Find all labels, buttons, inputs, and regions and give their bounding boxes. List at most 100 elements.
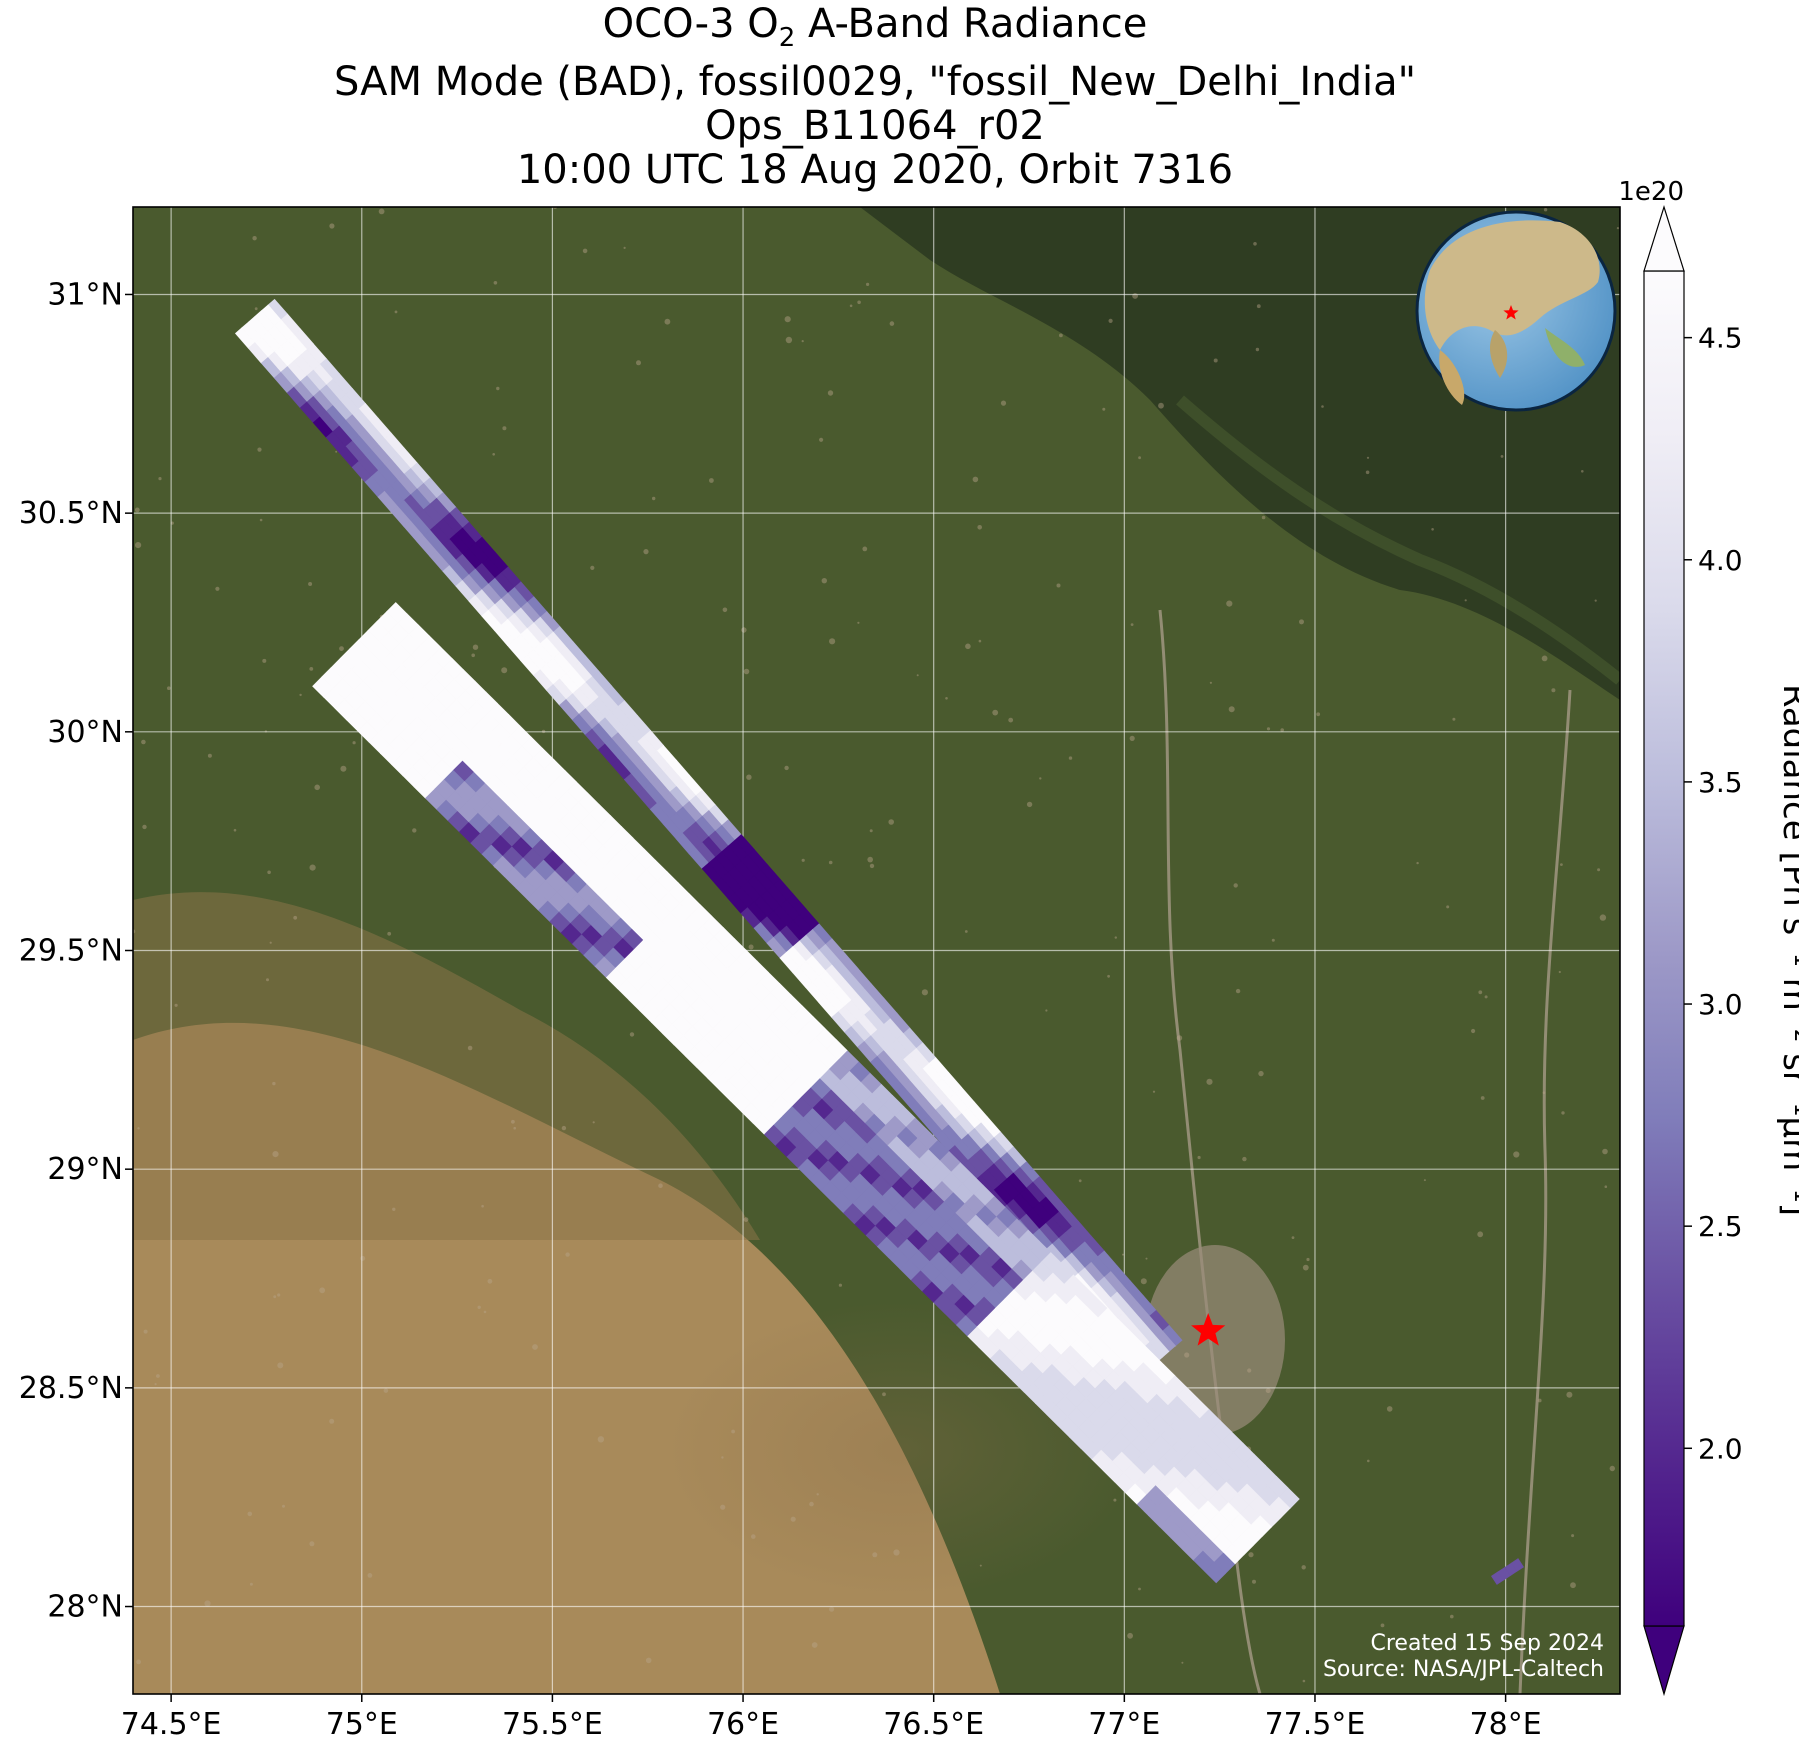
settlement-dot: [1152, 1090, 1156, 1093]
settlement-dot: [1321, 405, 1324, 408]
basemap-river: [1518, 689, 1572, 1694]
inset-globe: [1415, 210, 1617, 412]
settlement-dot: [1256, 304, 1261, 309]
settlement-dot: [1026, 801, 1033, 808]
small-fragment: [1490, 1558, 1525, 1585]
settlement-dot: [889, 321, 895, 326]
colorbar-extend-min: [1643, 1625, 1685, 1697]
settlement-dot: [849, 304, 853, 308]
settlement-dot: [1477, 1231, 1484, 1238]
settlement-dot: [1599, 914, 1607, 921]
settlement-dot: [1561, 1111, 1565, 1115]
settlement-dot: [277, 1293, 281, 1297]
settlement-dot: [272, 1151, 279, 1158]
settlement-dot: [1056, 583, 1061, 588]
lat-tick-label: 30.5°N: [19, 496, 123, 531]
settlement-dot: [1380, 1623, 1385, 1628]
colorbar-tick-label: 4.0: [1698, 544, 1743, 577]
settlement-dot: [269, 941, 272, 944]
settlement-dot: [1045, 1009, 1048, 1012]
settlement-dot: [1209, 681, 1212, 684]
settlement-dot: [340, 765, 347, 772]
settlement-dot: [1008, 717, 1014, 723]
figure-title: OCO-3 O2 A-Band Radiance SAM Mode (BAD),…: [0, 2, 1750, 192]
settlement-dot: [721, 1456, 724, 1459]
settlement-dot: [784, 765, 789, 771]
settlement-dot: [1450, 1614, 1454, 1619]
settlement-dot: [1316, 712, 1321, 717]
settlement-dot: [1416, 861, 1419, 865]
globe-landmass-eurasia: [1424, 220, 1600, 350]
lat-tick-label: 29.5°N: [19, 934, 123, 969]
settlement-dot: [1423, 1179, 1426, 1182]
settlement-dot: [592, 1121, 595, 1124]
settlement-dot: [857, 300, 861, 305]
settlement-dot: [233, 828, 237, 832]
lat-tick-label: 28°N: [47, 1590, 123, 1625]
settlement-dot: [977, 525, 982, 530]
settlement-dot: [867, 856, 873, 863]
settlement-dot: [1306, 1257, 1310, 1262]
settlement-dot: [785, 336, 793, 344]
settlement-dot: [1280, 728, 1284, 732]
settlement-dot: [722, 607, 728, 613]
settlement-dot: [1184, 1352, 1190, 1358]
settlement-dot: [979, 1564, 982, 1567]
settlement-dot: [652, 496, 656, 501]
settlement-dot: [1594, 599, 1597, 602]
settlement-dot: [1484, 995, 1488, 999]
colorbar-tick-label: 3.5: [1698, 766, 1743, 799]
settlement-dot: [501, 667, 508, 674]
settlement-dot: [1365, 470, 1370, 475]
settlement-dot: [204, 1600, 211, 1607]
settlement-dot: [866, 282, 870, 286]
settlement-dot: [329, 223, 335, 229]
colorbar-label: Radiance [Ph s⁻¹ m⁻² sr⁻¹μm⁻¹]: [1775, 684, 1799, 1216]
settlement-dot: [1145, 1257, 1148, 1260]
settlement-dot: [565, 1252, 570, 1257]
settlement-dot: [1542, 1091, 1546, 1094]
colorbar-gradient: [1643, 270, 1685, 1627]
settlement-dot: [1543, 208, 1548, 212]
settlement-dot: [972, 476, 979, 483]
latitude-axis: 31°N 30.5°N 30°N 29.5°N 29°N 28.5°N 28°N: [19, 277, 133, 1625]
settlement-dot: [790, 1516, 796, 1522]
settlement-dot: [135, 542, 142, 549]
settlement-dot: [282, 1504, 285, 1508]
settlement-dot: [137, 1127, 140, 1130]
settlement-dot: [1255, 347, 1260, 352]
settlement-dot: [816, 1493, 819, 1496]
settlement-dot: [299, 693, 302, 697]
settlement-dot: [1039, 777, 1042, 780]
settlement-dot: [643, 549, 649, 555]
settlement-dot: [590, 565, 595, 571]
basemap-ridge: [1176, 395, 1620, 685]
globe-landmass-india: [1489, 330, 1508, 378]
settlement-dot: [1235, 988, 1241, 994]
settlement-dot: [266, 978, 269, 982]
settlement-dot: [1500, 455, 1504, 458]
settlement-dot: [801, 340, 804, 343]
longitude-axis: 74.5°E 75°E 75.5°E 76°E 76.5°E 77°E 77.5°E 78°E: [121, 1694, 1542, 1742]
settlement-dot: [273, 1295, 277, 1299]
settlement-dot: [828, 860, 833, 865]
settlement-dot: [748, 944, 754, 950]
radiance-swaths: [234, 298, 1525, 1585]
settlement-dot: [1431, 528, 1434, 531]
settlement-dot: [1108, 318, 1113, 323]
settlement-dot: [1302, 1679, 1306, 1683]
settlement-dot: [1258, 1070, 1264, 1077]
credit-created: Created 15 Sep 2024: [1371, 1631, 1605, 1656]
settlement-dot: [1558, 970, 1561, 974]
settlement-dot: [965, 643, 971, 650]
upper-swath: [234, 298, 1183, 1375]
settlement-dot: [731, 1429, 735, 1434]
lat-tick-label: 30°N: [47, 715, 123, 750]
settlement-dot: [367, 1573, 373, 1578]
settlement-dot: [483, 1310, 487, 1314]
settlement-dot: [1581, 470, 1584, 473]
settlement-dot: [819, 437, 824, 442]
lon-tick-label: 76.5°E: [883, 1707, 984, 1742]
settlement-dot: [309, 864, 316, 871]
